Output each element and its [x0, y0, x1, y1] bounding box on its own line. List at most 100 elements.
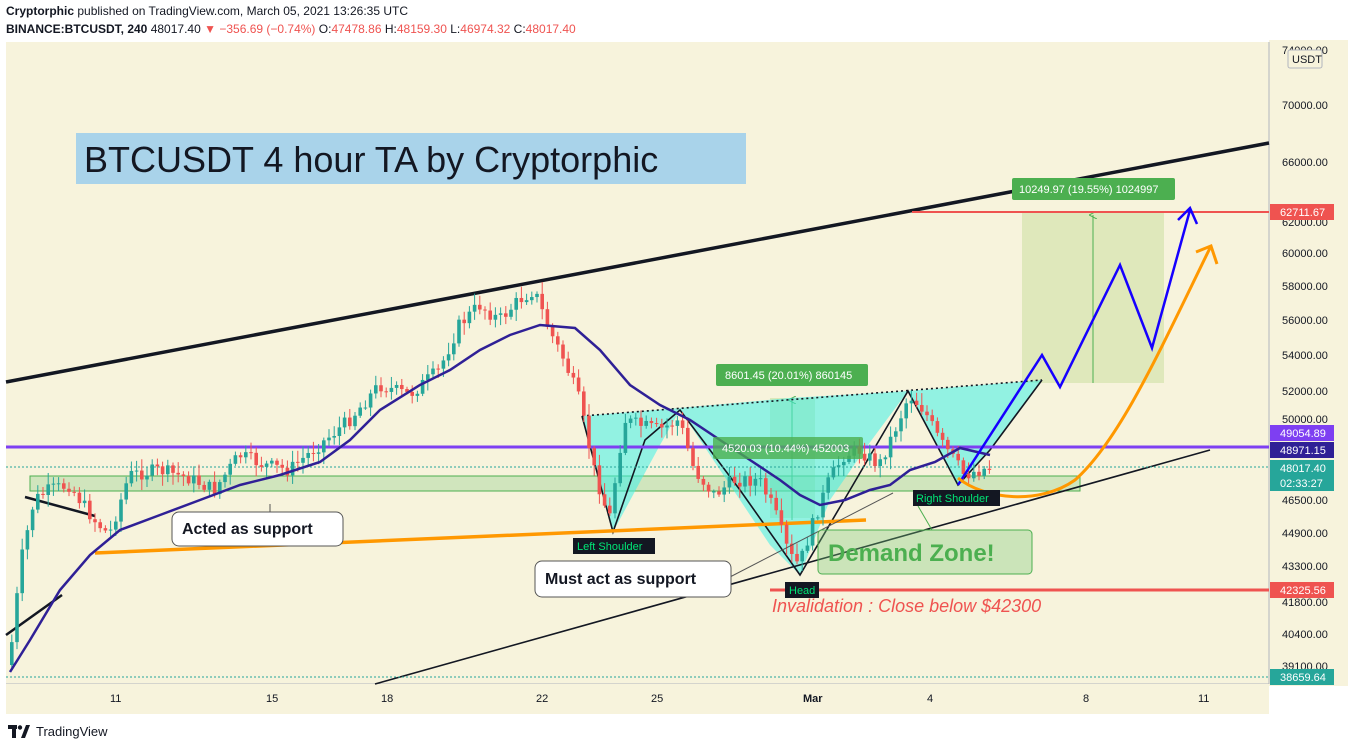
candle-body[interactable] [374, 385, 378, 394]
candle-body[interactable] [602, 494, 607, 506]
candle-body[interactable] [379, 385, 383, 392]
candle-body[interactable] [186, 476, 191, 484]
candle-body[interactable] [831, 467, 836, 478]
candle-body[interactable] [779, 510, 784, 525]
candle-body[interactable] [597, 465, 602, 495]
candle-body[interactable] [46, 484, 50, 495]
tradingview-logo[interactable]: TradingView [8, 724, 108, 739]
candle-body[interactable] [124, 483, 128, 500]
candle-body[interactable] [587, 415, 591, 449]
candle-body[interactable] [212, 481, 217, 495]
candle-body[interactable] [628, 418, 633, 423]
candle-body[interactable] [15, 593, 19, 643]
candle-body[interactable] [233, 455, 238, 464]
candles-group[interactable] [10, 282, 992, 669]
candle-body[interactable] [358, 407, 362, 416]
time-axis[interactable] [6, 684, 1269, 714]
candle-body[interactable] [774, 497, 778, 511]
candle-body[interactable] [337, 427, 342, 437]
candle-body[interactable] [524, 300, 529, 303]
candle-body[interactable] [207, 481, 212, 490]
candle-body[interactable] [758, 478, 763, 480]
candle-body[interactable] [644, 421, 648, 426]
candle-body[interactable] [504, 313, 508, 317]
candle-body[interactable] [878, 459, 882, 467]
candle-body[interactable] [592, 448, 596, 466]
candle-body[interactable] [244, 452, 248, 458]
candle-body[interactable] [972, 471, 976, 479]
right-shoulder-tag[interactable] [913, 490, 1000, 506]
candle-body[interactable] [826, 477, 830, 493]
candle-body[interactable] [426, 374, 430, 380]
candle-body[interactable] [530, 297, 534, 301]
head-tag[interactable] [785, 582, 819, 598]
candle-body[interactable] [145, 475, 149, 480]
candle-body[interactable] [88, 500, 92, 520]
candle-body[interactable] [134, 470, 139, 472]
candle-body[interactable] [462, 319, 466, 324]
candle-body[interactable] [899, 418, 903, 432]
candle-body[interactable] [873, 453, 877, 467]
candle-body[interactable] [384, 391, 388, 393]
candle-body[interactable] [441, 360, 446, 369]
candle-body[interactable] [665, 425, 669, 428]
candle-body[interactable] [218, 482, 222, 495]
candle-body[interactable] [30, 509, 35, 531]
acted-support-callout[interactable] [171, 511, 344, 547]
candle-body[interactable] [561, 344, 565, 359]
candle-body[interactable] [316, 452, 321, 454]
candle-body[interactable] [977, 471, 981, 476]
candle-body[interactable] [706, 484, 711, 492]
candle-body[interactable] [483, 309, 487, 311]
candle-body[interactable] [472, 304, 477, 312]
candle-body[interactable] [535, 293, 539, 298]
candle-body[interactable] [238, 455, 243, 458]
price-chart[interactable]: 74000.00 70000.00 66000.00 62000.00 6000… [0, 0, 1348, 718]
candle-body[interactable] [119, 499, 123, 522]
candle-body[interactable] [467, 311, 472, 324]
candle-body[interactable] [566, 358, 570, 373]
candle-body[interactable] [764, 478, 768, 495]
candle-body[interactable] [956, 453, 960, 461]
candle-body[interactable] [20, 549, 24, 594]
candle-body[interactable] [77, 492, 82, 504]
candle-body[interactable] [701, 478, 706, 485]
candle-body[interactable] [540, 293, 544, 310]
candle-body[interactable] [769, 494, 773, 498]
candle-body[interactable] [342, 417, 347, 428]
candle-body[interactable] [228, 463, 232, 475]
candle-body[interactable] [862, 453, 867, 461]
candle-body[interactable] [961, 460, 966, 474]
candle-body[interactable] [790, 543, 794, 554]
candle-body[interactable] [56, 483, 61, 485]
candle-body[interactable] [431, 368, 435, 375]
candle-body[interactable] [493, 314, 498, 320]
candle-body[interactable] [41, 493, 45, 495]
candle-body[interactable] [712, 491, 716, 493]
candle-body[interactable] [254, 452, 258, 466]
candle-body[interactable] [62, 483, 66, 489]
candle-body[interactable] [613, 483, 617, 514]
candle-body[interactable] [930, 415, 934, 422]
candle-body[interactable] [327, 437, 331, 441]
candle-body[interactable] [10, 642, 14, 665]
candle-body[interactable] [67, 488, 71, 492]
candle-body[interactable] [306, 452, 310, 458]
candle-body[interactable] [608, 505, 612, 514]
support-line[interactable] [94, 518, 867, 555]
measure-label-big[interactable] [1012, 178, 1175, 200]
candle-body[interactable] [654, 423, 659, 425]
candle-body[interactable] [868, 453, 872, 461]
candle-body[interactable] [634, 417, 638, 419]
author-name[interactable]: Cryptorphic [6, 4, 75, 18]
candle-body[interactable] [296, 461, 300, 463]
neckline[interactable] [581, 379, 1043, 417]
candle-body[interactable] [576, 377, 581, 392]
demand-zone-callout[interactable] [817, 529, 1033, 575]
candle-body[interactable] [784, 524, 789, 544]
candle-body[interactable] [478, 304, 482, 310]
candle-body[interactable] [816, 517, 820, 519]
title-box[interactable] [76, 133, 746, 184]
currency-badge[interactable] [1287, 49, 1323, 69]
candle-body[interactable] [368, 393, 373, 408]
